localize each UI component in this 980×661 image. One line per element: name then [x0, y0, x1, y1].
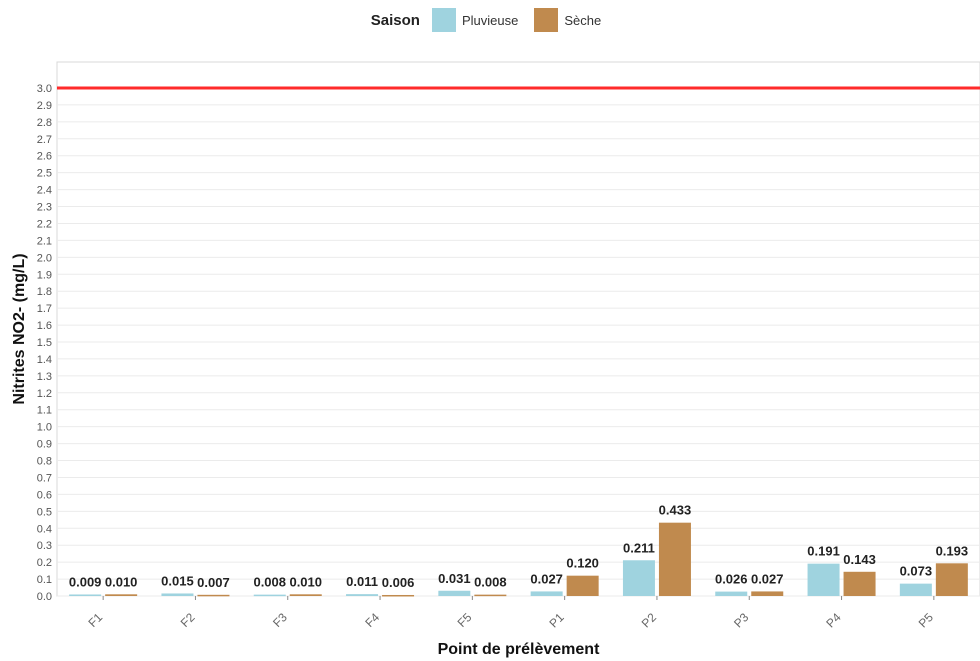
y-tick-label: 0.0: [37, 591, 52, 603]
data-label: 0.193: [936, 543, 969, 558]
data-label: 0.008: [253, 575, 286, 590]
bar-p2-1: [658, 522, 691, 596]
data-label: 0.026: [715, 572, 748, 587]
data-label: 0.007: [197, 575, 230, 590]
y-tick-label: 0.3: [37, 540, 52, 552]
x-tick-label: P2: [639, 610, 660, 631]
y-tick-label: 2.8: [37, 117, 52, 129]
data-label: 0.010: [289, 574, 322, 589]
legend-label-seche: Sèche: [564, 12, 602, 28]
y-tick-label: 2.7: [37, 134, 52, 146]
bar-f2-0: [161, 593, 194, 596]
y-tick-label: 0.4: [37, 523, 52, 535]
legend-item-pluvieuse: Pluvieuse: [431, 8, 519, 32]
x-tick-label: F3: [270, 610, 290, 630]
y-tick-label: 2.9: [37, 100, 52, 112]
bar-f2-1: [197, 594, 230, 597]
data-label: 0.120: [566, 556, 599, 571]
bar-p5-0: [899, 583, 932, 596]
legend-swatch-pluvieuse: [431, 8, 456, 32]
legend-item-seche: Sèche: [534, 8, 601, 32]
bar-f5-0: [438, 590, 471, 596]
y-tick-label: 1.9: [37, 269, 52, 281]
x-tick-label: F2: [178, 610, 198, 630]
x-tick-label: P4: [823, 610, 844, 631]
y-tick-label: 0.5: [37, 506, 52, 518]
data-label: 0.027: [530, 571, 563, 586]
bar-p4-0: [807, 563, 840, 596]
bar-f4-0: [346, 594, 379, 596]
bar-f5-1: [474, 594, 507, 597]
y-tick-label: 0.8: [37, 456, 52, 468]
y-tick-label: 0.7: [37, 472, 52, 484]
y-tick-label: 0.1: [37, 574, 52, 586]
y-tick-label: 0.6: [37, 489, 52, 501]
bar-p3-1: [751, 591, 784, 596]
data-label: 0.009: [69, 574, 102, 589]
y-tick-label: 2.1: [37, 235, 52, 247]
y-tick-label: 1.7: [37, 303, 52, 315]
bar-f4-1: [382, 594, 415, 597]
y-tick-label: 0.9: [37, 439, 52, 451]
data-label: 0.008: [474, 575, 507, 590]
y-tick-label: 1.0: [37, 422, 52, 434]
x-axis-label: Point de prélèvement: [438, 641, 600, 658]
bar-f3-1: [289, 594, 322, 596]
y-tick-label: 3.0: [37, 83, 52, 95]
bar-p1-1: [566, 575, 599, 596]
data-label: 0.010: [105, 574, 138, 589]
y-tick-label: 1.3: [37, 371, 52, 383]
bar-p5-1: [935, 563, 968, 596]
data-label: 0.031: [438, 571, 471, 586]
bar-p4-1: [843, 571, 876, 596]
y-tick-label: 2.4: [37, 185, 52, 197]
y-tick-label: 2.2: [37, 218, 52, 230]
data-label: 0.015: [161, 573, 194, 588]
bar-f1-0: [69, 594, 102, 596]
x-tick-label: P5: [916, 610, 937, 631]
x-tick-label: P3: [731, 610, 752, 631]
data-label: 0.073: [900, 564, 933, 579]
x-tick-label: F5: [455, 610, 475, 630]
y-tick-label: 0.2: [37, 557, 52, 569]
y-tick-label: 1.6: [37, 320, 52, 332]
y-tick-label: 2.3: [37, 202, 52, 214]
data-label: 0.027: [751, 571, 784, 586]
plot-area: [56, 61, 980, 597]
data-label: 0.433: [659, 503, 692, 518]
data-label: 0.143: [843, 552, 876, 567]
legend-title: Saison: [370, 11, 420, 29]
bar-p1-0: [530, 591, 563, 596]
data-label: 0.211: [623, 540, 655, 555]
x-tick-label: P1: [546, 610, 567, 631]
y-tick-label: 2.6: [37, 151, 52, 163]
chart-legend: Saison Pluvieuse Sèche: [0, 5, 980, 35]
bar-f3-0: [253, 594, 286, 597]
legend-label-pluvieuse: Pluvieuse: [461, 12, 519, 28]
bar-f1-1: [105, 594, 138, 596]
y-tick-label: 1.4: [37, 354, 52, 366]
data-label: 0.191: [807, 544, 840, 559]
y-tick-label: 1.1: [37, 405, 52, 417]
y-tick-label: 1.5: [37, 337, 52, 349]
legend-swatch-seche: [534, 8, 559, 32]
y-tick-label: 2.0: [37, 252, 52, 264]
y-tick-label: 1.8: [37, 286, 52, 298]
y-tick-label: 1.2: [37, 388, 52, 400]
y-axis-label: Nitrites NO2- (mg/L): [11, 253, 28, 404]
data-label: 0.006: [382, 575, 415, 590]
bar-p2-0: [622, 560, 655, 596]
x-tick-label: F4: [362, 610, 382, 630]
y-tick-label: 2.5: [37, 168, 52, 180]
data-label: 0.011: [346, 574, 378, 589]
bar-p3-0: [715, 591, 748, 596]
x-tick-label: F1: [85, 610, 105, 630]
